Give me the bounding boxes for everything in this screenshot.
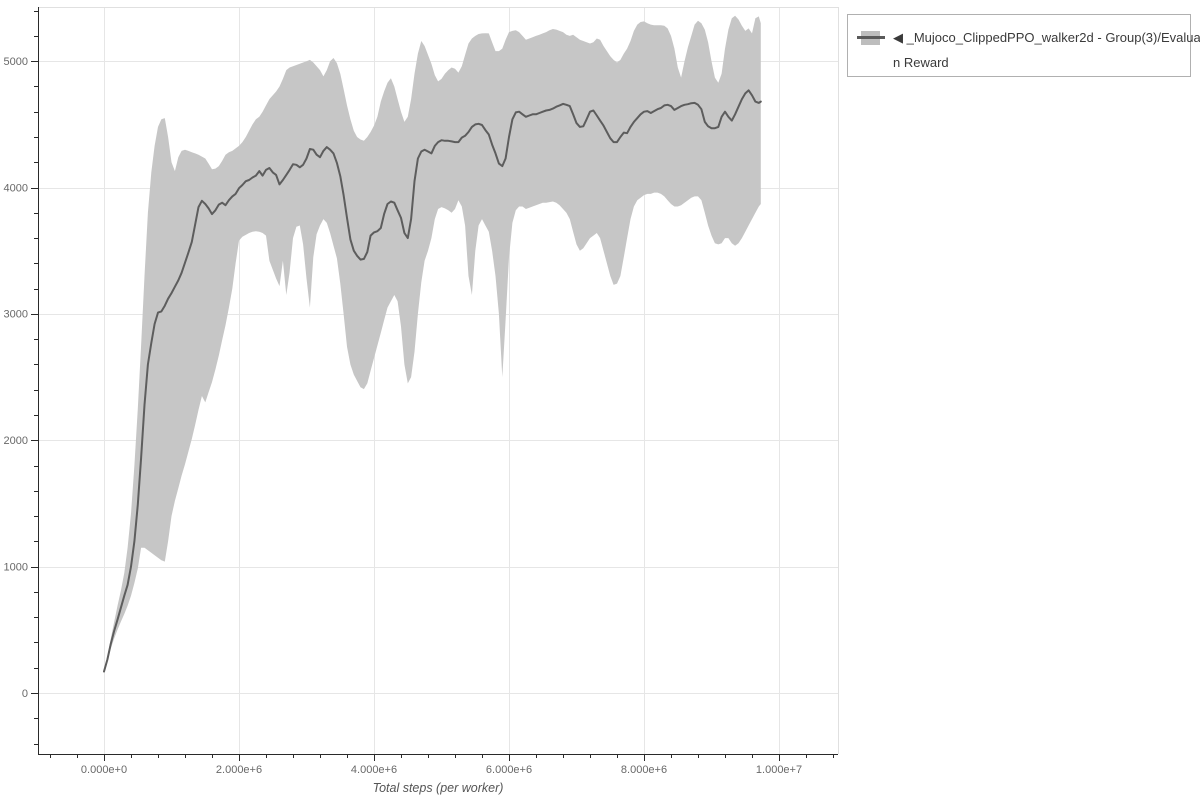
axes-spines (38, 7, 838, 755)
x-tick-label: 6.000e+6 (486, 764, 532, 776)
tick-labels: 0.000e+0 2.000e+6 4.000e+6 6.000e+6 8.000e+6… (4, 56, 803, 776)
y-tick-label: 2000 (4, 435, 28, 447)
legend-entry: ◀ _Mujoco_ClippedPPO_walker2d - Group(3)… (857, 25, 1200, 50)
x-tick-label: 2.000e+6 (216, 764, 262, 776)
x-tick-label: 8.000e+6 (621, 764, 667, 776)
legend-swatch-icon (857, 30, 885, 46)
y-tick-label: 4000 (4, 182, 28, 194)
legend-label-line2: n Reward (893, 55, 949, 70)
y-tick-label: 5000 (4, 56, 28, 68)
x-tick-label: 4.000e+6 (351, 764, 397, 776)
x-tick-label: 0.000e+0 (81, 764, 127, 776)
y-tick-label: 1000 (4, 561, 28, 573)
axis-ticks (31, 11, 834, 761)
y-tick-label: 0 (22, 688, 28, 700)
legend[interactable]: ◀ _Mujoco_ClippedPPO_walker2d - Group(3)… (847, 14, 1200, 77)
legend-label-line1: ◀ _Mujoco_ClippedPPO_walker2d - Group(3)… (893, 30, 1200, 45)
plot-outline (38, 7, 839, 754)
legend-line-swatch (857, 36, 885, 39)
y-tick-label: 3000 (4, 309, 28, 321)
legend-entry-wrap: n Reward (885, 50, 1182, 75)
x-tick-label: 1.000e+7 (756, 764, 802, 776)
x-axis-label: Total steps (per worker) (372, 781, 504, 795)
mean-line (103, 89, 762, 673)
confidence-band (104, 15, 761, 672)
